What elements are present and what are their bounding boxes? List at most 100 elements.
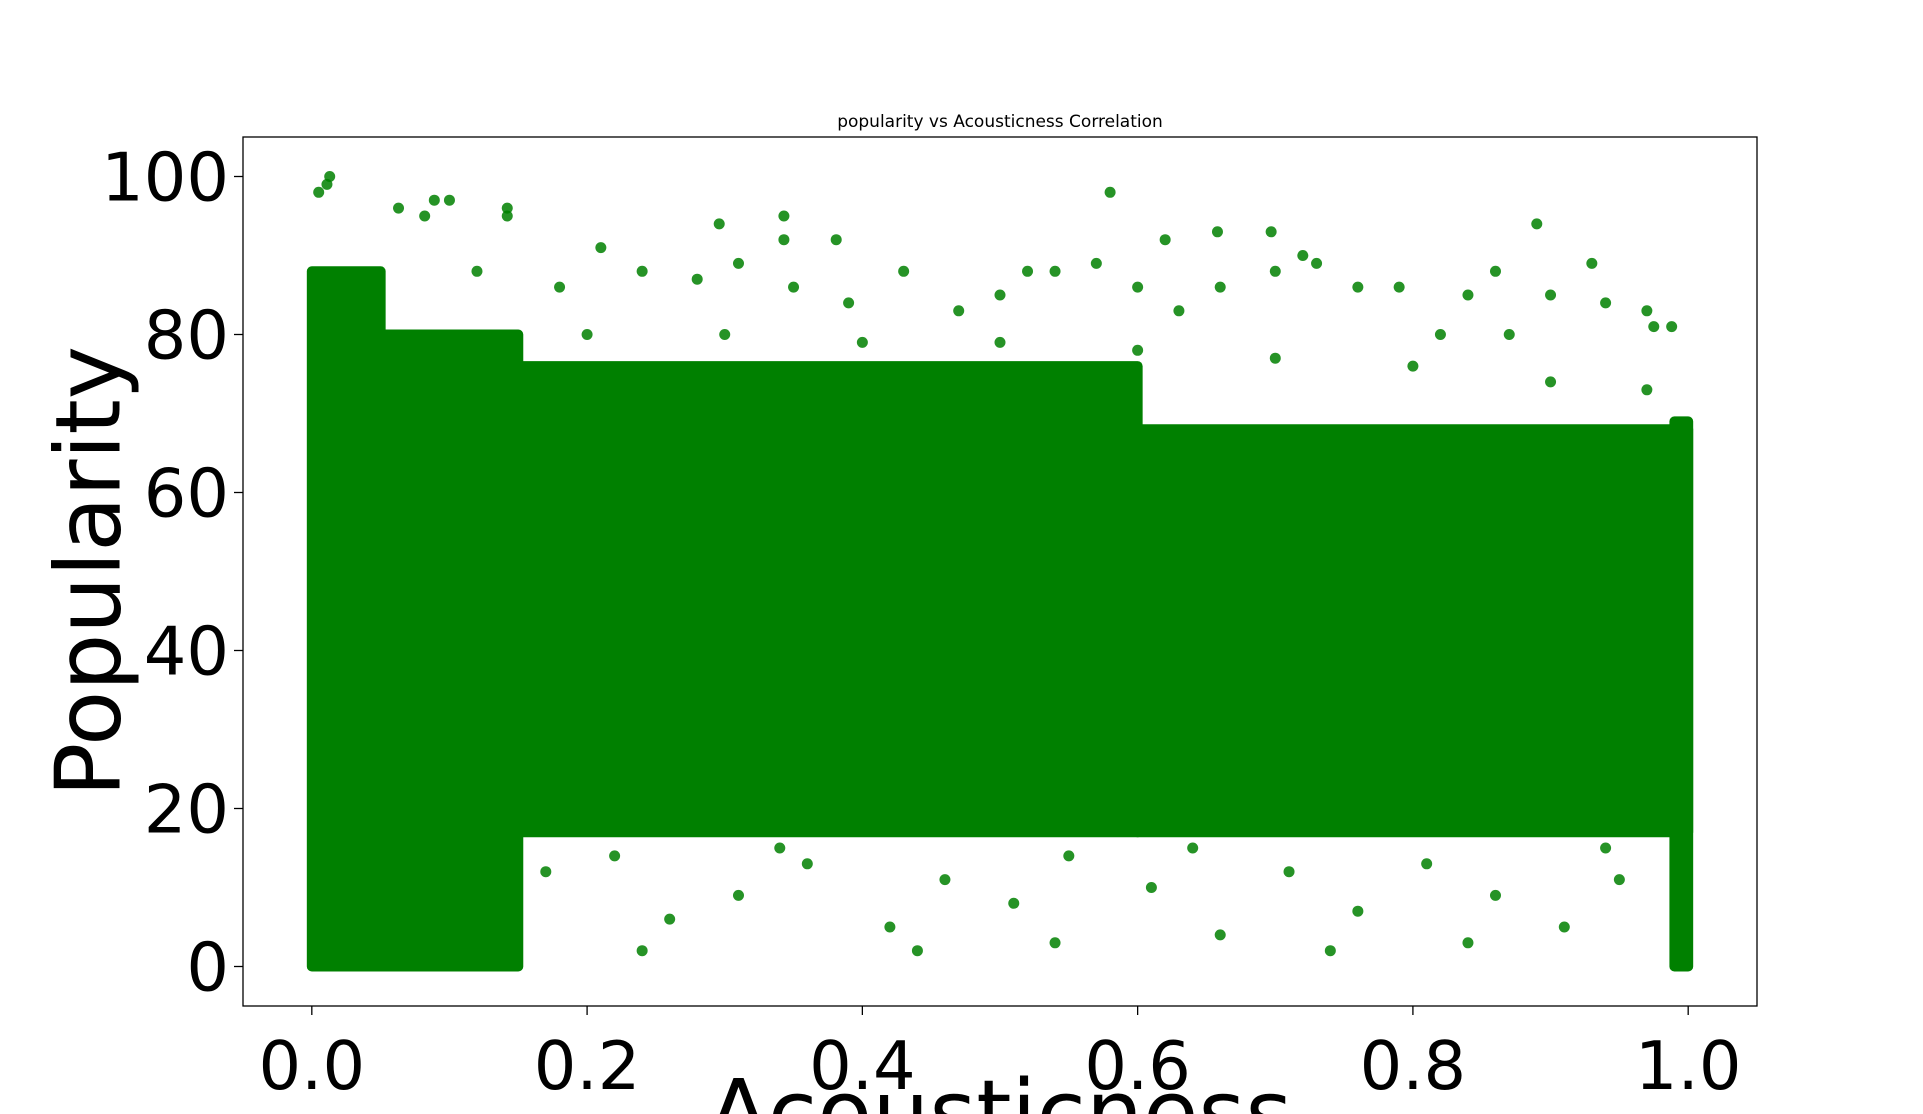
- x-tick-label: 0.0: [259, 1027, 366, 1105]
- data-point: [321, 178, 333, 190]
- data-point: [774, 842, 786, 854]
- data-point: [778, 210, 790, 222]
- data-point: [443, 194, 455, 206]
- data-point: [1187, 842, 1199, 854]
- data-point: [1503, 329, 1515, 340]
- density-band-4: [1669, 416, 1694, 972]
- data-point: [1352, 905, 1364, 917]
- x-axis-label: Acousticness: [708, 1061, 1292, 1114]
- y-tick-label: 20: [144, 771, 229, 849]
- data-point: [636, 265, 648, 277]
- density-bands: [306, 266, 1694, 972]
- data-point: [1214, 281, 1226, 293]
- data-point: [1545, 376, 1557, 388]
- chart-title: popularity vs Acousticness Correlation: [837, 112, 1163, 132]
- data-point: [1049, 265, 1061, 277]
- y-axis-label: Popularity: [37, 346, 142, 797]
- data-point: [501, 202, 513, 214]
- y-tick-label: 0: [186, 929, 229, 1007]
- data-point: [898, 265, 910, 277]
- data-point: [1666, 321, 1678, 333]
- data-point: [1008, 897, 1020, 909]
- data-point: [691, 273, 703, 285]
- data-point: [1489, 889, 1501, 901]
- data-point: [939, 874, 951, 886]
- y-axis: 0 20 40 60 80 100: [101, 139, 243, 1007]
- data-point: [1159, 234, 1171, 246]
- data-point: [884, 921, 896, 933]
- data-point: [1462, 289, 1474, 301]
- data-point: [911, 945, 923, 957]
- data-point: [778, 234, 790, 246]
- data-point: [856, 336, 868, 348]
- data-point: [428, 194, 440, 206]
- data-point: [801, 858, 813, 870]
- data-point: [1434, 329, 1446, 340]
- data-point: [732, 257, 744, 269]
- data-point: [1421, 858, 1433, 870]
- data-point: [788, 281, 800, 293]
- data-point: [1297, 250, 1309, 261]
- data-point: [1324, 945, 1336, 957]
- data-point: [994, 289, 1006, 301]
- x-axis: 0.0 0.2 0.4 0.6 0.8 1.0: [259, 1006, 1742, 1105]
- data-point: [1311, 257, 1323, 269]
- data-points: [313, 171, 1678, 957]
- data-point: [609, 850, 621, 862]
- data-point: [843, 297, 855, 309]
- y-tick-label: 100: [101, 139, 229, 217]
- data-point: [1049, 937, 1061, 949]
- data-point: [1104, 186, 1116, 198]
- density-band-2: [513, 361, 1143, 838]
- data-point: [636, 945, 648, 957]
- y-tick-label: 80: [144, 297, 229, 375]
- data-point: [1641, 305, 1653, 317]
- data-point: [732, 889, 744, 901]
- data-point: [501, 210, 513, 222]
- density-band-1: [375, 329, 524, 972]
- data-point: [664, 913, 676, 925]
- y-tick-label: 60: [144, 455, 229, 533]
- data-point: [313, 186, 325, 198]
- data-point: [581, 329, 593, 340]
- data-point: [540, 866, 552, 878]
- data-point: [1132, 344, 1144, 356]
- data-point: [393, 202, 405, 214]
- data-point: [554, 281, 566, 293]
- data-point: [1132, 281, 1144, 293]
- data-point: [1648, 321, 1660, 333]
- data-point: [1545, 289, 1557, 301]
- x-tick-label: 1.0: [1635, 1027, 1742, 1105]
- data-point: [1265, 226, 1277, 238]
- data-point: [1269, 352, 1281, 364]
- data-point: [1531, 218, 1543, 230]
- data-point: [1145, 882, 1157, 893]
- data-point: [471, 265, 483, 277]
- data-point: [1407, 360, 1419, 372]
- data-point: [994, 336, 1006, 348]
- data-point: [1090, 257, 1102, 269]
- x-tick-label: 0.8: [1360, 1027, 1467, 1105]
- data-point: [443, 882, 455, 893]
- data-point: [1283, 866, 1295, 878]
- data-point: [1489, 265, 1501, 277]
- data-point: [419, 210, 431, 222]
- density-band-0: [306, 266, 386, 972]
- data-point: [595, 242, 607, 254]
- data-point: [1393, 281, 1405, 293]
- data-point: [1022, 265, 1034, 277]
- data-point: [1558, 921, 1570, 933]
- y-tick-label: 40: [144, 613, 229, 691]
- plot-area-frame: [242, 136, 1758, 1007]
- data-point: [1600, 842, 1612, 854]
- data-point: [1462, 937, 1474, 949]
- data-point: [1063, 850, 1075, 862]
- data-point: [1641, 384, 1653, 396]
- data-point: [1586, 257, 1598, 269]
- density-band-3: [1132, 424, 1694, 838]
- data-point: [1211, 226, 1223, 238]
- data-point: [1173, 305, 1185, 317]
- data-point: [953, 305, 965, 317]
- x-tick-label: 0.6: [1084, 1027, 1191, 1105]
- x-tick-label: 0.4: [809, 1027, 916, 1105]
